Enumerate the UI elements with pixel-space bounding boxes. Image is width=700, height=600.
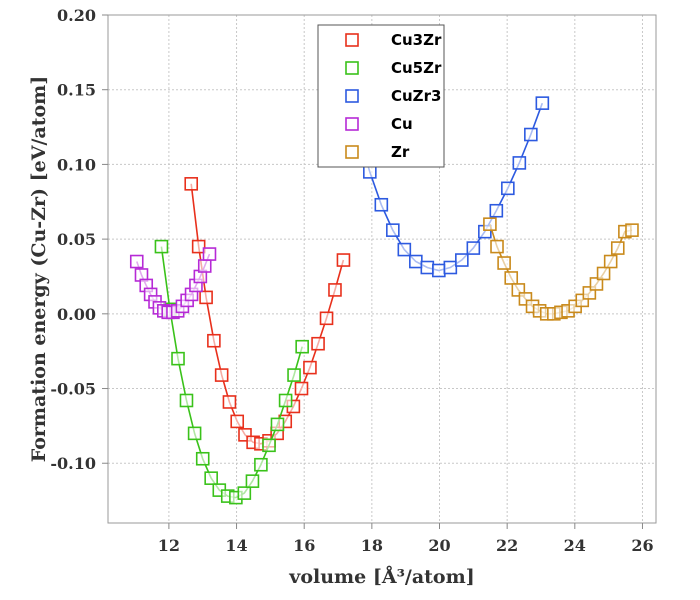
y-tick-label: -0.10	[50, 454, 96, 473]
data-point-zr	[483, 217, 497, 231]
x-tick-label: 26	[631, 536, 653, 555]
data-point-cuzr3	[432, 263, 446, 278]
x-tick-label: 14	[225, 536, 247, 555]
series-cu	[129, 247, 217, 320]
data-point-cuzr3	[443, 260, 458, 275]
legend-marker-cu3zr	[345, 33, 359, 47]
legend: Cu3Zr Cu5Zr CuZr3 Cu Zr	[317, 24, 445, 168]
y-tick-label: -0.05	[50, 380, 96, 399]
data-point-zr	[603, 254, 618, 269]
data-point-cu5zr	[179, 393, 194, 408]
data-point-cu3zr	[328, 283, 342, 297]
data-point-cuzr3	[363, 165, 377, 179]
data-point-cu5zr	[287, 368, 301, 382]
y-tick-label: 0.20	[57, 6, 96, 25]
data-point-cu3zr	[191, 239, 206, 254]
x-tick-label: 12	[158, 536, 180, 555]
data-point-cuzr3	[489, 203, 504, 218]
data-point-cu3zr	[319, 311, 334, 326]
data-point-cu3zr	[294, 381, 309, 396]
data-point-cuzr3	[466, 241, 481, 255]
data-point-zr	[625, 223, 639, 237]
x-tick-label: 24	[564, 536, 586, 555]
y-tick-label: 0.05	[57, 230, 96, 249]
data-point-cuzr3	[397, 242, 412, 257]
data-point-cu5zr	[262, 438, 276, 453]
x-tick-label: 16	[293, 536, 315, 555]
data-point-zr	[490, 239, 504, 254]
data-point-cuzr3	[501, 181, 515, 196]
plot-frame	[107, 14, 657, 524]
data-point-cu5zr	[154, 239, 169, 254]
data-point-cu5zr	[254, 457, 268, 472]
data-point-zr	[504, 271, 519, 285]
x-tick-label: 22	[496, 536, 518, 555]
legend-label-cu3zr: Cu3Zr	[391, 31, 442, 49]
data-point-cu	[202, 247, 217, 261]
x-tick-label: 18	[361, 536, 383, 555]
x-axis-ticks: 12 14 16 18 20 22 24 26	[158, 523, 654, 555]
data-point-cu5zr	[171, 351, 185, 366]
data-point-cuzr3	[386, 223, 400, 237]
legend-marker-cu	[345, 117, 359, 131]
data-point-cu5zr	[278, 393, 293, 408]
series-cuzr3	[351, 96, 550, 278]
data-point-cuzr3	[420, 260, 435, 275]
data-point-cu3zr	[184, 177, 199, 191]
series-zr	[483, 217, 639, 321]
legend-label-zr: Zr	[391, 143, 410, 161]
data-point-cu5zr	[195, 451, 210, 466]
data-point-cu5zr	[237, 486, 252, 500]
data-point-cu3zr	[336, 253, 351, 267]
data-point-cuzr3	[535, 96, 550, 110]
series-layer	[129, 96, 639, 505]
data-point-cuzr3	[409, 254, 423, 269]
data-point-zr	[596, 266, 611, 281]
data-point-cu3zr	[230, 414, 245, 429]
data-point-cu3zr	[303, 360, 317, 375]
data-point-cu3zr	[222, 395, 237, 409]
x-tick-label: 20	[428, 536, 450, 555]
data-point-cu3zr	[207, 333, 221, 348]
legend-label-cu: Cu	[391, 115, 413, 133]
data-point-cu5zr	[270, 417, 285, 432]
legend-marker-cu5zr	[345, 61, 359, 75]
data-point-zr	[610, 241, 625, 255]
data-point-cu5zr	[245, 474, 260, 488]
data-point-cu5zr	[187, 426, 202, 441]
data-point-cu5zr	[295, 339, 309, 354]
data-point-cuzr3	[374, 197, 389, 212]
y-axis-ticks: -0.10 -0.05 0.00 0.05 0.10 0.15 0.20	[50, 6, 108, 473]
data-point-cu3zr	[199, 290, 213, 305]
x-axis-title: volume [Å³/atom]	[288, 565, 474, 588]
data-point-cuzr3	[512, 156, 527, 170]
data-point-cu5zr	[204, 471, 218, 485]
y-tick-label: 0.10	[57, 155, 96, 174]
data-point-zr	[589, 277, 604, 291]
y-tick-label: 0.00	[57, 305, 96, 324]
data-point-zr	[497, 256, 511, 270]
y-tick-label: 0.15	[57, 81, 96, 100]
data-point-cuzr3	[524, 127, 538, 142]
data-point-cu3zr	[214, 368, 229, 382]
legend-label-cuzr3: CuZr3	[391, 87, 441, 105]
series-cu5zr	[154, 239, 309, 505]
legend-marker-cuzr3	[345, 89, 359, 103]
legend-marker-zr	[345, 145, 359, 159]
legend-box	[317, 24, 445, 168]
legend-label-cu5zr: Cu5Zr	[391, 59, 442, 77]
y-axis-title: Formation energy (Cu-Zr) [eV/atom]	[28, 76, 50, 463]
data-point-cu	[129, 254, 144, 269]
data-point-cuzr3	[455, 253, 469, 267]
data-point-cu	[197, 259, 212, 273]
data-point-cu3zr	[311, 336, 325, 351]
